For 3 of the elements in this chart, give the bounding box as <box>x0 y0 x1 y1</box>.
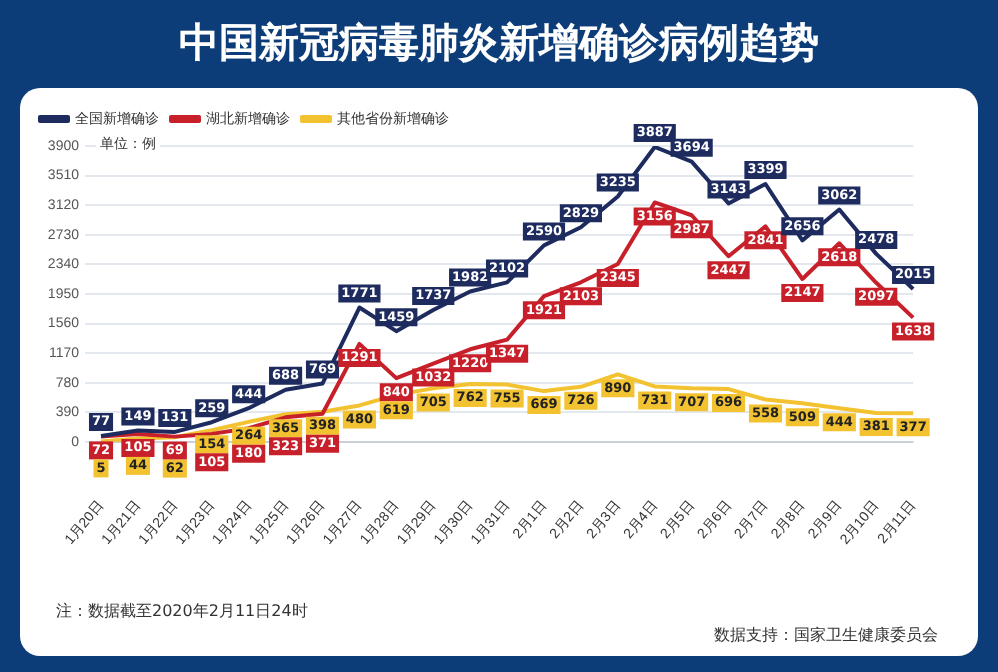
text: 注：数据截至2020年2月11日24时 <box>56 600 308 622</box>
chart-title: 中国新冠病毒肺炎新增确诊病例趋势 <box>177 16 821 70</box>
text: 数据支持：国家卫生健康委员会 <box>714 624 938 646</box>
